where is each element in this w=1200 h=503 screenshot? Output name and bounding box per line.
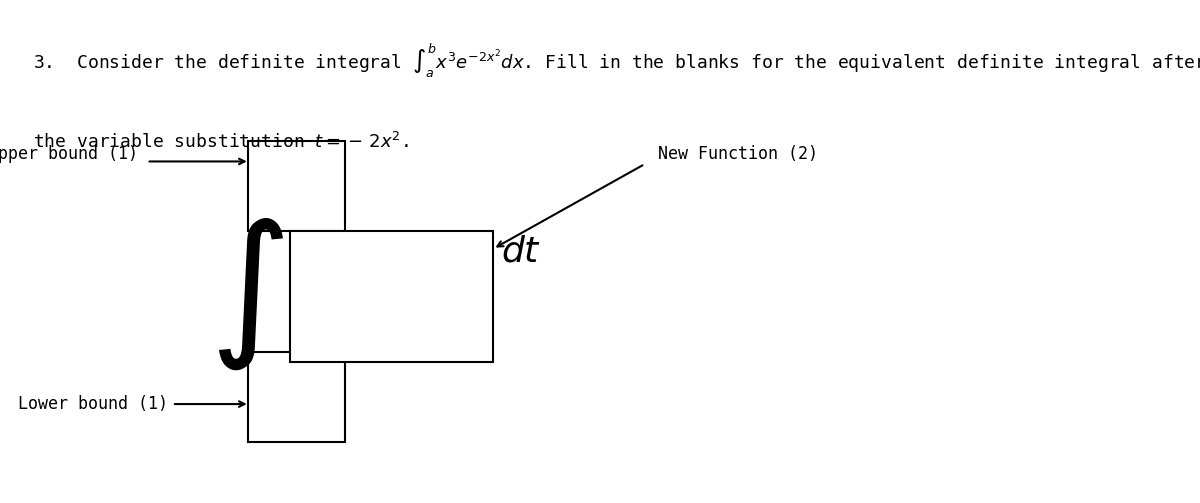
FancyBboxPatch shape <box>248 352 346 442</box>
Text: 3.  Consider the definite integral $\int_a^b x^3 e^{-2x^2} dx$. Fill in the blan: 3. Consider the definite integral $\int_… <box>32 41 1200 79</box>
FancyBboxPatch shape <box>290 231 493 362</box>
Text: Lower bound (1): Lower bound (1) <box>18 395 168 413</box>
Text: the variable substitution $t = -\, 2x^2$.: the variable substitution $t = -\, 2x^2$… <box>32 131 408 151</box>
Text: Upper bound (1): Upper bound (1) <box>0 145 138 163</box>
Text: $\it{dt}$: $\it{dt}$ <box>502 234 541 269</box>
Text: New Function (2): New Function (2) <box>658 145 817 163</box>
FancyBboxPatch shape <box>248 141 346 231</box>
Text: $\int$: $\int$ <box>209 216 283 372</box>
